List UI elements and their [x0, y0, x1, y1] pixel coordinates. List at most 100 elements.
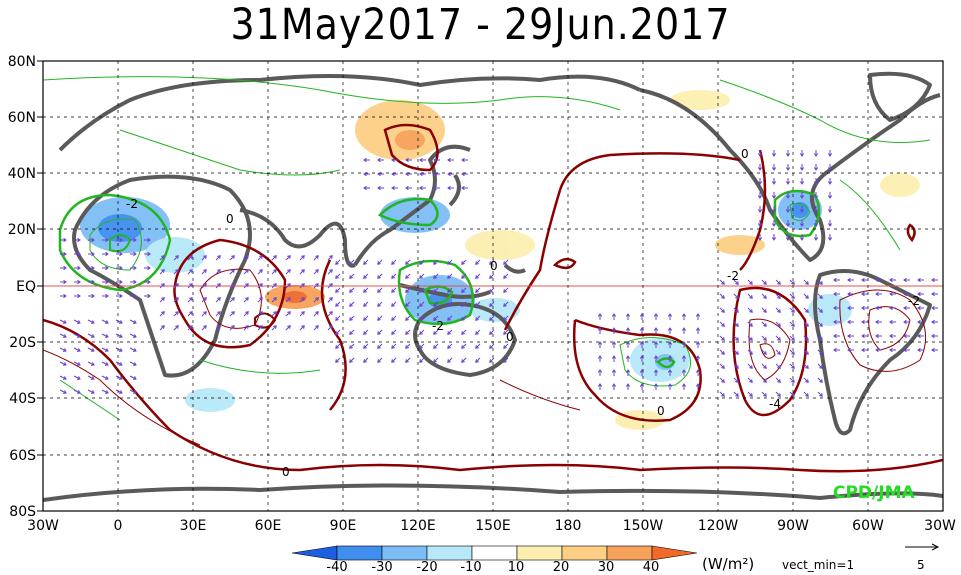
wind-vector-arrow	[817, 391, 823, 397]
lon-label: 90E	[330, 518, 357, 534]
reference-vector: 5	[905, 543, 940, 572]
wind-vector-arrow	[461, 357, 467, 363]
wind-vector-arrow	[73, 375, 81, 380]
wind-vector-arrow	[503, 259, 509, 265]
wind-vector-arrow	[391, 259, 397, 265]
wind-vector-arrow	[733, 307, 739, 313]
wind-vector-arrow	[433, 185, 440, 191]
wind-vector-arrow	[313, 255, 319, 261]
wind-vector-arrow	[115, 361, 123, 366]
wind-vector-arrow	[611, 313, 617, 320]
wind-vector-arrow	[116, 279, 123, 285]
wind-vector-arrow	[611, 327, 617, 334]
wind-vector-arrow	[433, 171, 440, 177]
lon-label: 150W	[623, 518, 664, 534]
wind-vector-arrow	[931, 333, 938, 339]
wind-vector-arrow	[335, 329, 341, 335]
wind-vector-arrow	[889, 347, 896, 353]
wind-vector-arrow	[695, 383, 701, 390]
wind-vector-arrow	[102, 279, 109, 285]
wind-vector-arrow	[201, 311, 207, 317]
wind-vector-arrow	[349, 343, 355, 349]
wind-vector-arrow	[827, 220, 833, 227]
wind-vector-arrow	[889, 305, 896, 311]
wind-vector-arrow	[667, 383, 673, 390]
colorbar-segment	[291, 545, 338, 561]
wind-vector-arrow	[775, 349, 781, 355]
wind-vector-arrow	[87, 347, 95, 352]
wind-vector-arrow	[597, 369, 603, 376]
wind-vector-arrow	[313, 283, 319, 289]
wind-vector-arrow	[377, 273, 383, 279]
wind-vector-arrow	[475, 343, 481, 349]
wind-vector-arrow	[611, 369, 617, 376]
wind-vector-arrow	[461, 157, 468, 163]
credit-label: CPD/JMA	[833, 483, 915, 503]
colorbar-tick-label: -20	[416, 560, 437, 575]
wind-vector-arrow	[144, 293, 151, 299]
wind-vector-arrow	[201, 283, 207, 289]
wind-vector-arrow	[503, 357, 509, 363]
wind-vector-arrow	[433, 329, 439, 335]
wind-vector-arrow	[433, 315, 439, 321]
lon-label: 30W	[924, 518, 956, 534]
wind-vector-arrow	[74, 265, 81, 271]
wind-vector-arrow	[775, 335, 781, 341]
wind-vector-arrow	[789, 293, 795, 299]
wind-vector-arrow	[817, 349, 823, 355]
wind-vector-arrow	[129, 361, 137, 366]
contour-label: -2	[908, 294, 920, 308]
wind-vector-arrow	[681, 327, 687, 334]
wind-vector-arrow	[489, 329, 495, 335]
wind-vector-arrow	[419, 273, 425, 279]
wind-vector-arrow	[625, 341, 631, 348]
wind-vector-arrow	[363, 259, 369, 265]
wind-vector-arrow	[719, 349, 725, 355]
wind-vector-arrow	[789, 363, 795, 369]
wind-vector-arrow	[405, 185, 412, 191]
axis-ticks	[37, 60, 43, 512]
colorbar-segment	[381, 545, 428, 561]
wind-vector-arrow	[391, 357, 397, 363]
wind-vector-arrow	[335, 273, 341, 279]
colorbar-segment	[606, 545, 653, 561]
lon-label: 120E	[400, 518, 436, 534]
wind-vector-arrow	[813, 164, 819, 171]
wind-vector-arrow	[611, 383, 617, 390]
wind-vector-arrow	[861, 333, 868, 339]
wind-vector-arrow	[59, 333, 67, 338]
wind-vector-arrow	[391, 273, 397, 279]
wind-vector-arrow	[503, 343, 509, 349]
wind-vector-arrow	[475, 315, 481, 321]
wind-vector-arrow	[761, 349, 767, 355]
wind-vector-arrow	[391, 185, 398, 191]
wind-vector-arrow	[771, 150, 777, 157]
wind-vector-arrow	[931, 277, 938, 283]
wind-vector-arrow	[201, 297, 207, 303]
contour-label: -2	[432, 319, 444, 333]
wind-vector-arrow	[889, 333, 896, 339]
wind-vector-arrow	[489, 315, 495, 321]
wind-vector-arrow	[775, 279, 781, 285]
wind-vector-arrow	[447, 329, 453, 335]
wind-vector-arrow	[88, 237, 95, 243]
wind-vector-arrow	[827, 178, 833, 185]
wind-vector-arrow	[931, 291, 938, 297]
wind-vector-arrow	[503, 287, 509, 293]
wind-vector-arrow	[363, 357, 369, 363]
wind-vector-arrow	[889, 291, 896, 297]
wind-vector-arrow	[733, 279, 739, 285]
wind-vector-arrow	[625, 369, 631, 376]
wind-vector-arrow	[789, 307, 795, 313]
wind-vector-arrow	[625, 383, 631, 390]
map-title: 31May2017 - 29Jun.2017	[230, 0, 731, 50]
contour-label: 0	[657, 404, 665, 418]
wind-vector-arrow	[285, 269, 291, 275]
wind-vector-arrow	[861, 319, 868, 325]
wind-vector-arrow	[903, 347, 910, 353]
wind-vector-arrow	[101, 319, 109, 324]
lon-label: 30E	[180, 518, 207, 534]
wind-vector-arrow	[285, 297, 291, 303]
wind-vector-arrow	[433, 343, 439, 349]
contour-label: -4	[769, 397, 781, 411]
